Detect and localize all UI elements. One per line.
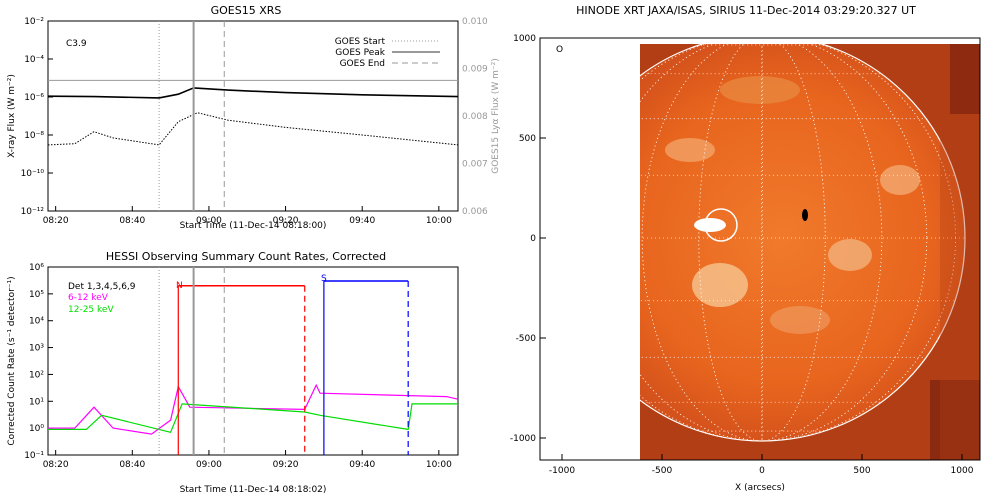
goes-title: GOES15 XRS bbox=[211, 4, 282, 17]
goes-ytick-label: 10⁻⁶ bbox=[24, 93, 44, 103]
goes-ylabel-right: GOES15 Lyα Flux (W m⁻²) bbox=[491, 58, 501, 174]
goes-series-group bbox=[47, 79, 459, 146]
xrt-ytick-label: -500 bbox=[516, 334, 537, 344]
goes-ytick-right-label: 0.009 bbox=[462, 65, 488, 75]
goes-series-line bbox=[47, 87, 459, 99]
hessi-legend-6-12: 6-12 keV bbox=[68, 293, 109, 303]
hessi-xtick-label: 09:20 bbox=[273, 460, 299, 470]
hessi-ytick-label: 10³ bbox=[29, 344, 44, 354]
legend-goes-peak-label: GOES Peak bbox=[335, 48, 385, 58]
goes-ytick-right-label: 0.007 bbox=[462, 160, 488, 170]
goes-ytick-label: 10⁻¹⁰ bbox=[21, 169, 45, 179]
hessi-ytick-label: 10⁰ bbox=[29, 424, 44, 434]
hessi-xtick-label: 10:00 bbox=[426, 460, 452, 470]
hessi-event-markers bbox=[158, 267, 409, 455]
xrt-ytick-label: 500 bbox=[519, 134, 536, 144]
hessi-x-ticks: 08:20 08:40 09:00 09:20 09:40 10:00 bbox=[43, 450, 452, 470]
goes-y-ticks: 10⁻² 10⁻⁴ 10⁻⁶ 10⁻⁸ 10⁻¹⁰ 10⁻¹² bbox=[21, 17, 53, 217]
goes-event-markers bbox=[158, 21, 225, 211]
hessi-title: HESSI Observing Summary Count Rates, Cor… bbox=[106, 250, 386, 263]
hessi-ytick-label: 10⁶ bbox=[29, 263, 44, 273]
goes-plot-frame bbox=[47, 20, 459, 212]
xrt-y-ticks: 1000 500 0 -500 -1000 bbox=[510, 34, 546, 444]
goes-series-line bbox=[47, 112, 459, 146]
xrt-grid-meridian bbox=[698, 44, 826, 441]
hessi-ytick-label: 10⁻¹ bbox=[24, 451, 44, 461]
xrt-xtick-label: 500 bbox=[853, 466, 870, 476]
goes-y-ticks-right: 0.010 0.009 0.008 0.007 0.006 bbox=[462, 17, 488, 217]
goes-ytick-right-label: 0.010 bbox=[462, 17, 488, 27]
hessi-xtick-label: 08:20 bbox=[43, 460, 69, 470]
xrt-image bbox=[640, 44, 980, 460]
goes-ylabel: X-ray Flux (W m⁻²) bbox=[7, 74, 17, 158]
hessi-xtick-label: 09:00 bbox=[196, 460, 222, 470]
hessi-marker-n: N bbox=[176, 281, 183, 291]
xrt-plot-frame bbox=[539, 37, 981, 461]
hessi-ytick-label: 10² bbox=[29, 370, 44, 380]
hessi-series-line bbox=[48, 383, 459, 435]
xrt-ytick-label: -1000 bbox=[510, 434, 536, 444]
goes-xtick-label: 09:20 bbox=[273, 216, 299, 226]
legend-goes-end-label: GOES End bbox=[340, 59, 385, 69]
goes-ytick-label: 10⁻⁸ bbox=[24, 131, 44, 141]
xrt-title: HINODE XRT JAXA/ISAS, SIRIUS 11-Dec-2014… bbox=[576, 4, 916, 17]
xrt-ytick-label: 0 bbox=[530, 234, 536, 244]
goes-x-ticks: 08:20 08:40 09:00 09:20 09:40 10:00 bbox=[43, 206, 452, 226]
goes-xtick-label: 09:00 bbox=[196, 216, 222, 226]
hessi-ytick-label: 10¹ bbox=[29, 397, 44, 407]
xrt-xtick-label: 1000 bbox=[951, 466, 974, 476]
xrt-corner-label: O bbox=[556, 45, 563, 55]
hessi-xlabel: Start Time (11-Dec-14 08:18:02) bbox=[180, 485, 327, 495]
hessi-legend-det: Det 1,3,4,5,6,9 bbox=[68, 282, 136, 292]
goes-xtick-label: 09:40 bbox=[349, 216, 375, 226]
xrt-xtick-label: 0 bbox=[759, 466, 765, 476]
hessi-series-group bbox=[48, 383, 459, 435]
xrt-xlabel: X (arcsecs) bbox=[735, 483, 785, 493]
xrt-grid-meridian bbox=[640, 44, 928, 441]
hessi-marker-s: S bbox=[321, 274, 327, 284]
xrt-xtick-label: -500 bbox=[652, 466, 673, 476]
goes-xtick-label: 10:00 bbox=[426, 216, 452, 226]
hessi-series-line bbox=[48, 403, 458, 434]
hessi-ytick-label: 10⁴ bbox=[29, 317, 44, 327]
hessi-ylabel: Corrected Count Rate (s⁻¹ detector⁻¹) bbox=[7, 276, 17, 445]
hessi-xtick-label: 08:40 bbox=[119, 460, 145, 470]
xrt-x-ticks: -1000 -500 0 500 1000 bbox=[549, 454, 974, 476]
goes-ytick-label: 10⁻⁴ bbox=[24, 55, 44, 65]
goes-xlabel: Start Time (11-Dec-14 08:18:00) bbox=[180, 221, 327, 231]
hessi-xtick-label: 09:40 bbox=[349, 460, 375, 470]
xrt-grid-meridian bbox=[761, 44, 763, 441]
hessi-legend-12-25: 12-25 keV bbox=[68, 305, 114, 315]
goes-ytick-right-label: 0.006 bbox=[462, 207, 488, 217]
xrt-ytick-label: 1000 bbox=[513, 34, 536, 44]
goes-xtick-label: 08:40 bbox=[119, 216, 145, 226]
hessi-y-ticks: 10⁶ 10⁵ 10⁴ 10³ 10² 10¹ 10⁰ 10⁻¹ bbox=[24, 263, 53, 461]
xrt-xtick-label: -1000 bbox=[549, 466, 575, 476]
goes-xtick-label: 08:20 bbox=[43, 216, 69, 226]
goes-class-label: C3.9 bbox=[66, 39, 87, 49]
hessi-ytick-label: 10⁵ bbox=[29, 290, 44, 300]
goes-ytick-label: 10⁻² bbox=[24, 17, 44, 27]
goes-ytick-label: 10⁻¹² bbox=[21, 207, 45, 217]
xrt-grid-meridian bbox=[641, 44, 883, 441]
legend-goes-start-label: GOES Start bbox=[335, 37, 386, 47]
hessi-plot-frame bbox=[47, 266, 459, 456]
goes-ytick-right-label: 0.008 bbox=[462, 112, 488, 122]
